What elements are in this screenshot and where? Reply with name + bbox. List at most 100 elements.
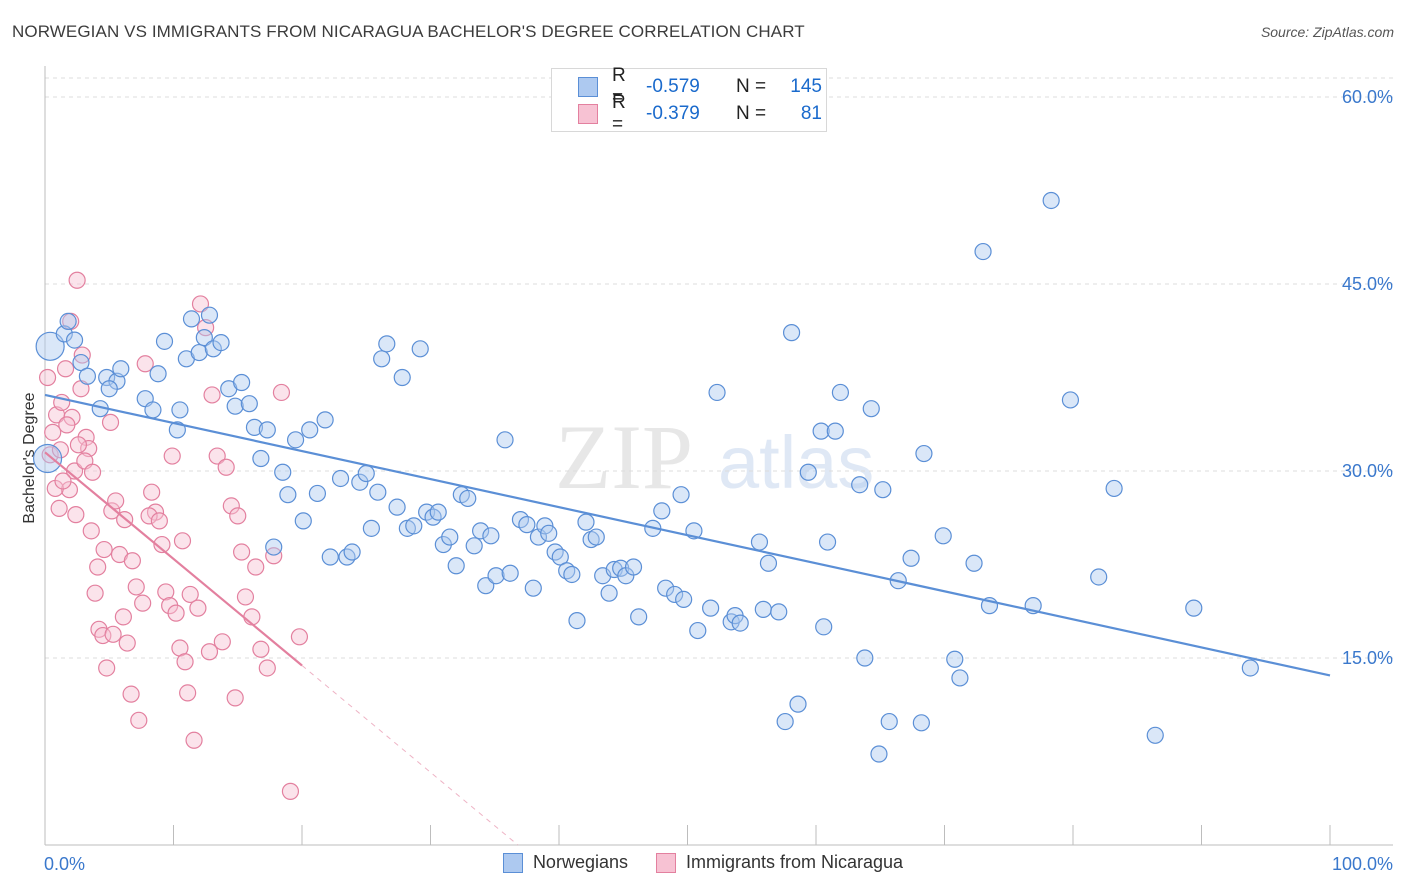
data-point [600, 584, 618, 602]
y-tick-label: 30.0% [1342, 461, 1393, 481]
data-point [482, 527, 500, 545]
data-point [902, 549, 920, 567]
data-point [369, 483, 387, 501]
data-point [946, 650, 964, 668]
data-point [290, 628, 309, 646]
data-point [104, 625, 122, 643]
data-point [136, 355, 154, 373]
legend-item-norwegians[interactable]: Norwegians [502, 852, 628, 873]
data-point [951, 669, 969, 687]
r-value-norwegians: -0.579 [646, 76, 700, 97]
data-point [501, 564, 519, 582]
y-tick-label: 45.0% [1342, 274, 1393, 294]
n-value-norwegians: 145 [790, 76, 822, 97]
data-point [168, 421, 186, 439]
trend-line-nicaragua [44, 451, 303, 667]
data-point [441, 528, 459, 546]
data-point [308, 484, 327, 503]
data-point [95, 540, 113, 559]
data-point [447, 557, 465, 575]
data-point [153, 535, 171, 554]
data-point [143, 483, 161, 501]
data-point [44, 423, 62, 441]
series-norwegians-points [32, 191, 1259, 763]
data-point [191, 295, 210, 313]
data-point [770, 603, 788, 621]
r-value-nicaragua: -0.379 [646, 103, 700, 124]
stats-swatch-nicaragua [578, 104, 598, 124]
data-point [429, 503, 447, 521]
data-point [258, 421, 276, 439]
data-point [163, 447, 181, 465]
data-point [226, 397, 244, 415]
trend-line-extension [301, 665, 519, 846]
data-point [587, 528, 605, 546]
data-point [563, 565, 581, 584]
data-point [134, 594, 152, 612]
data-point [624, 558, 643, 576]
data-point [856, 649, 874, 667]
data-point [82, 522, 100, 540]
data-point [252, 449, 270, 468]
data-point [831, 383, 850, 402]
data-point [301, 421, 319, 439]
data-point [60, 481, 79, 499]
data-point [118, 634, 136, 652]
data-point [411, 340, 429, 358]
data-point [812, 422, 830, 440]
data-point [155, 332, 174, 350]
data-point [101, 413, 120, 431]
data-point [1241, 659, 1259, 677]
data-point [818, 533, 837, 551]
data-point [465, 537, 483, 555]
watermark-zip: ZIP [555, 406, 693, 508]
data-point [265, 547, 283, 565]
data-point [176, 653, 194, 671]
data-point [122, 685, 140, 703]
data-point [272, 383, 291, 402]
data-point [35, 331, 65, 361]
data-point [54, 472, 72, 490]
data-point [1146, 726, 1164, 744]
n-value-nicaragua: 81 [800, 103, 822, 124]
data-point [1185, 599, 1203, 617]
data-point [373, 350, 391, 368]
legend-label-norwegians: Norwegians [532, 852, 628, 872]
data-point [78, 367, 97, 385]
data-point [185, 731, 203, 749]
legend-item-nicaragua[interactable]: Immigrants from Nicaragua [655, 852, 903, 873]
stats-row-norwegians: R = -0.579 N = 145 [552, 65, 822, 108]
data-point [103, 502, 121, 520]
data-point [424, 508, 442, 526]
chart-title: NORWEGIAN VS IMMIGRANTS FROM NICARAGUA B… [12, 22, 805, 41]
data-point [150, 512, 168, 530]
data-point [173, 532, 192, 550]
data-point [487, 567, 505, 585]
data-point [236, 588, 255, 606]
watermark-atlas: atlas [718, 421, 874, 504]
data-point [107, 492, 125, 510]
data-point [59, 312, 77, 330]
data-point [274, 463, 292, 481]
data-point [98, 368, 116, 387]
data-point [233, 543, 251, 561]
data-point [965, 554, 983, 572]
legend-swatch-norwegians [502, 852, 523, 873]
data-point [140, 507, 158, 525]
data-point [815, 618, 833, 636]
data-point [252, 640, 270, 658]
data-point [1042, 191, 1060, 210]
data-point [362, 519, 380, 537]
data-point [546, 543, 564, 561]
data-point [181, 585, 199, 604]
data-point [130, 711, 148, 729]
data-point [331, 469, 350, 488]
data-point [171, 401, 189, 419]
data-point [233, 373, 251, 392]
data-point [100, 380, 118, 398]
data-point [286, 431, 305, 449]
data-point [182, 310, 201, 328]
data-point [568, 611, 586, 630]
gridlines [45, 77, 1393, 659]
data-point [472, 522, 490, 540]
